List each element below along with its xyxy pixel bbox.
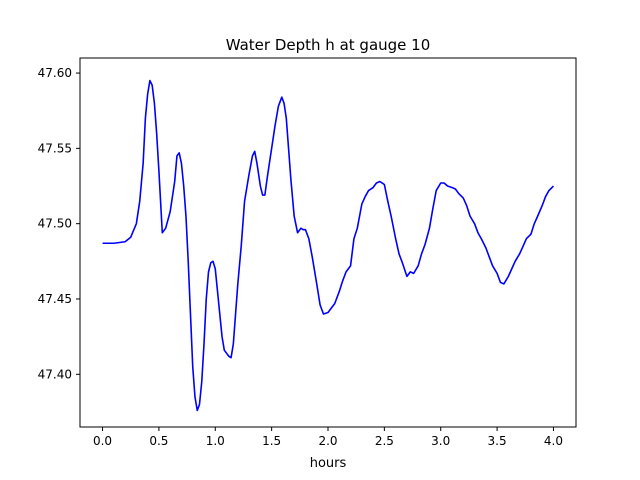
x-tick-label: 1.5	[262, 434, 281, 448]
y-axis: 47.40 47.45 47.50 47.55 47.60	[38, 66, 80, 381]
x-tick-label: 3.5	[488, 434, 507, 448]
series-line-0	[102, 79, 555, 412]
x-tick-label: 2.0	[318, 434, 337, 448]
x-tick-label: 1.0	[206, 434, 225, 448]
x-tick-label: 2.5	[375, 434, 394, 448]
y-tick-label: 47.60	[38, 66, 72, 80]
x-tick-label: 0.0	[93, 434, 112, 448]
x-tick-label: 3.0	[431, 434, 450, 448]
y-tick-label: 47.45	[38, 292, 72, 306]
plot-frame	[79, 57, 577, 428]
plot-area	[102, 79, 555, 412]
chart-title: Water Depth h at gauge 10	[226, 36, 431, 54]
x-axis: 0.0 0.5 1.0 1.5 2.0 2.5 3.0 3.5 4.0	[93, 427, 563, 448]
x-axis-label: hours	[310, 456, 347, 471]
y-tick-label: 47.55	[38, 141, 72, 155]
y-tick-label: 47.50	[38, 217, 72, 231]
x-tick-label: 0.5	[149, 434, 168, 448]
x-tick-label: 4.0	[544, 434, 563, 448]
y-tick-label: 47.40	[38, 367, 72, 381]
